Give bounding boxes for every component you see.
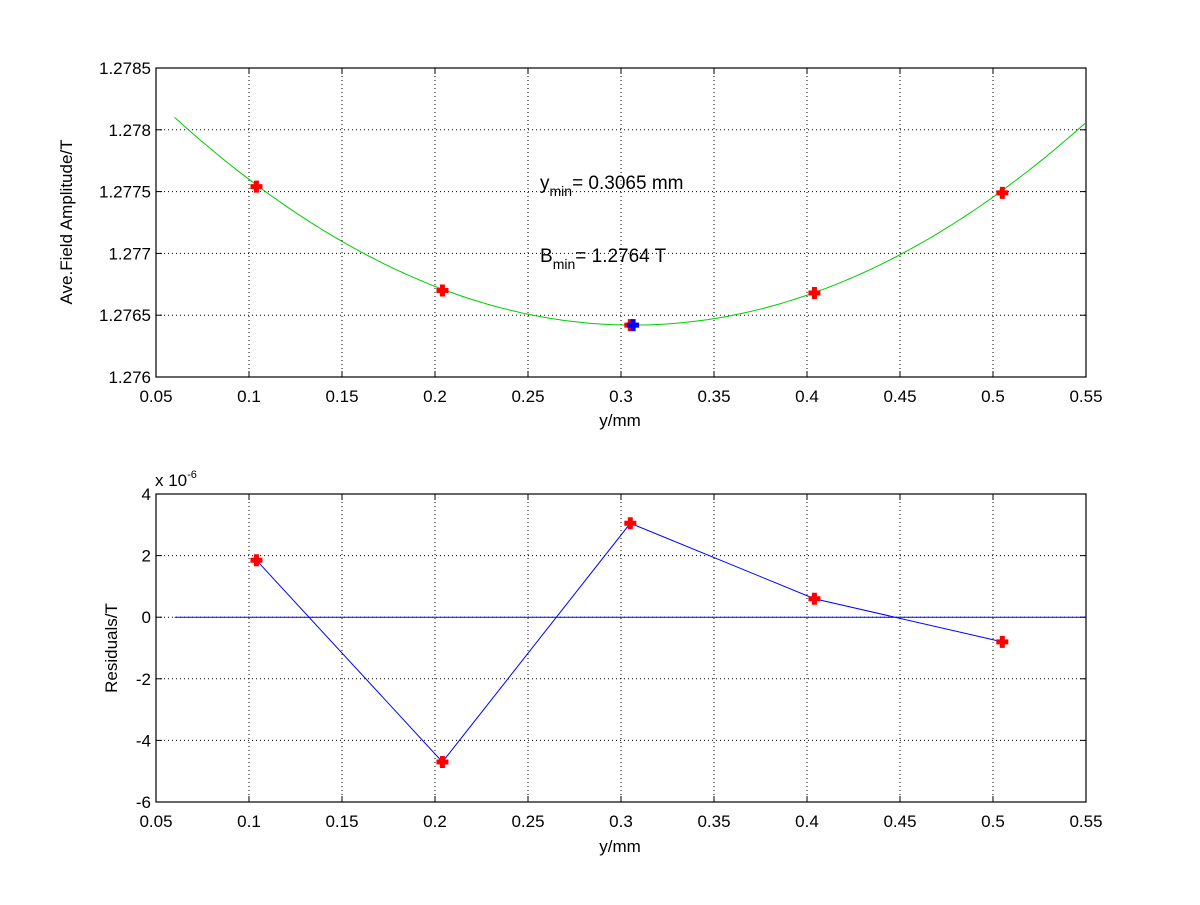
y-tick-label: 1.2775 [99,183,151,202]
residuals-line [256,522,1003,763]
x-tick-label: 0.15 [325,387,358,406]
ymin-annotation: ymin= 0.3065 mm [540,173,683,199]
y-tick-label: 2 [142,547,151,566]
y-tick-label: -4 [136,731,151,750]
x-tick-label: 0.35 [697,387,730,406]
y-tick-label: -6 [136,793,151,812]
x-tick-label: 0.1 [237,812,261,831]
x-tick-label: 0.5 [981,812,1005,831]
residual-marker [250,554,263,567]
residual-marker [996,635,1009,648]
x-tick-label: 0.35 [697,812,730,831]
x-tick-label: 0.3 [609,812,633,831]
y-tick-label: -2 [136,670,151,689]
x-tick-label: 0.1 [237,387,261,406]
residual-marker [436,755,449,768]
fit-curve [174,117,1087,326]
x-tick-label: 0.45 [883,812,916,831]
top-ylabel: Ave.Field Amplitude/T [57,139,76,304]
x-tick-label: 0.25 [511,812,544,831]
x-tick-label: 0.2 [423,387,447,406]
x-tick-label: 0.2 [423,812,447,831]
data-point-marker [250,180,263,193]
y-tick-label: 1.2765 [99,306,151,325]
x-tick-label: 0.25 [511,387,544,406]
data-point-marker [996,186,1009,199]
x-tick-label: 0.5 [981,387,1005,406]
x-tick-label: 0.3 [609,387,633,406]
x-tick-label: 0.55 [1069,812,1102,831]
data-point-marker [436,284,449,297]
top-xlabel: y/mm [599,411,641,430]
x-tick-label: 0.15 [325,812,358,831]
bottom-xlabel: y/mm [599,837,641,856]
data-point-marker [808,286,821,299]
y-tick-label: 0 [142,608,151,627]
y-tick-label: 4 [142,485,151,504]
x-tick-label: 0.55 [1069,387,1102,406]
y-tick-label: 1.2785 [99,59,151,78]
axes-box [155,67,1087,378]
residual-marker [624,517,637,530]
top-axes-field-amplitude: 0.05 0.1 0.15 0.2 0.25 0.3 0.35 0.4 0.45 0.5 0.55 1… [99,59,1103,406]
y-tick-label: 1.278 [108,121,151,140]
x-tick-label: 0.05 [139,387,172,406]
y-tick-label: 1.276 [108,368,151,387]
residual-marker [808,592,821,605]
minimum-marker [627,319,640,332]
bmin-annotation: Bmin= 1.2764 T [540,246,667,272]
axes-box [155,493,1087,803]
x-tick-label: 0.05 [139,812,172,831]
exponent-label: x 10-6 [155,469,197,490]
bottom-ylabel: Residuals/T [102,603,121,693]
x-tick-label: 0.4 [795,812,819,831]
x-tick-label: 0.45 [883,387,916,406]
x-tick-label: 0.4 [795,387,819,406]
bottom-axes-residuals: 0.05 0.1 0.15 0.2 0.25 0.3 0.35 0.4 0.45 0.5 0.55 -… [136,485,1103,831]
y-tick-label: 1.277 [108,244,151,263]
